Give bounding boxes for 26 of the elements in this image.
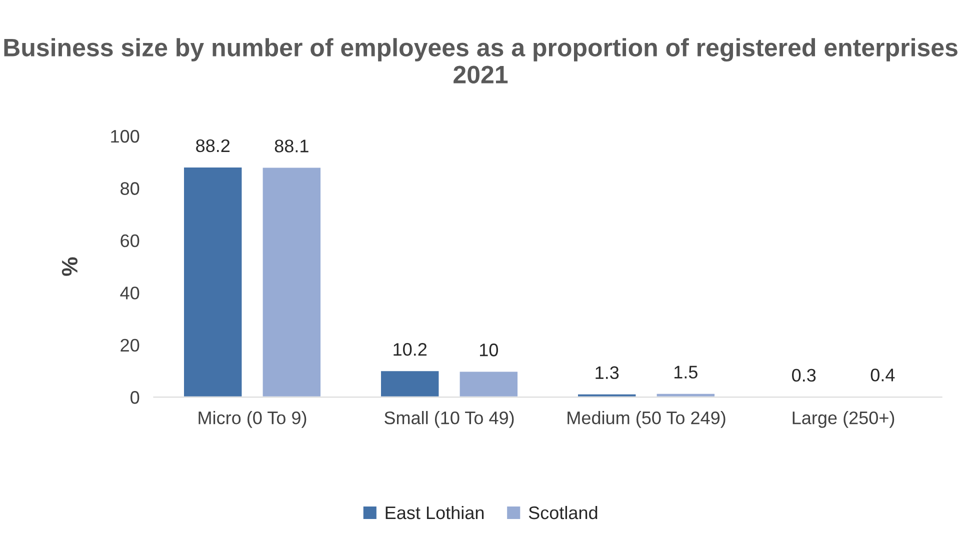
bar: [261, 166, 322, 398]
bar: [182, 166, 244, 398]
x-tick-label: Small (10 To 49): [384, 411, 514, 428]
data-label: 10: [480, 344, 498, 356]
y-tick-label: 100: [111, 130, 140, 143]
data-label: 0.3: [792, 368, 816, 382]
x-tick-label: Large (250+): [792, 411, 894, 428]
bar: [380, 370, 440, 398]
data-label: 88.2: [196, 139, 230, 152]
legend-label: East Lothian: [386, 506, 484, 520]
y-tick-label: 0: [130, 391, 140, 404]
x-tick-label: Micro (0 To 9): [198, 411, 306, 428]
chart-title: Business size by number of employees as a proportion of registered enterprises 2021: [4, 38, 958, 84]
data-label: 10.2: [394, 343, 427, 356]
y-tick-label: 40: [120, 286, 140, 300]
y-tick-label: 60: [120, 234, 140, 248]
y-axis-title: %: [62, 257, 78, 276]
data-label: 1.5: [674, 366, 698, 379]
x-tick-label: Medium (50 To 249): [568, 411, 726, 428]
bar: [458, 370, 519, 398]
data-label: 0.4: [870, 368, 895, 382]
y-tick-label: 80: [120, 182, 140, 195]
y-tick-label: 20: [120, 338, 140, 352]
data-label: 1.3: [596, 366, 619, 380]
data-label: 88.1: [274, 140, 308, 152]
legend-label: Scotland: [528, 506, 598, 520]
